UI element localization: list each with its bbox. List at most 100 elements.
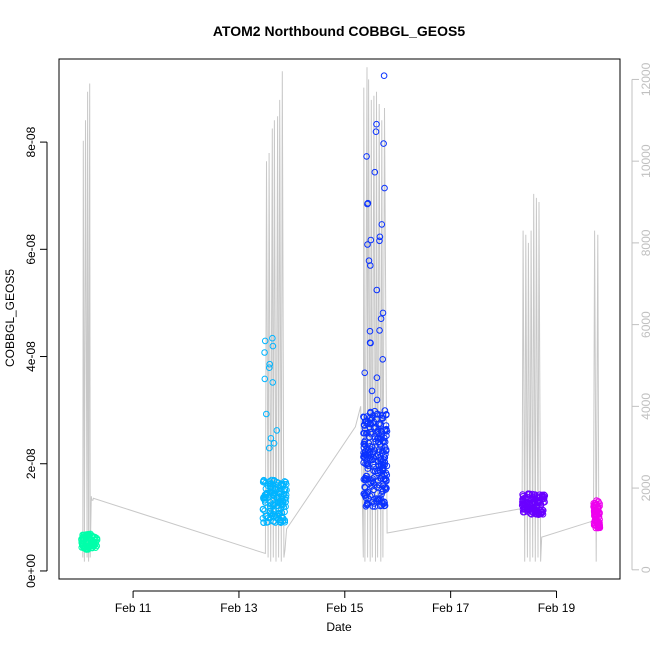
data-point — [364, 429, 371, 437]
axes-layer: Feb 11 Feb 13 Feb 15 Feb 17 Feb 19 0e+00 2e-08… — [24, 62, 650, 614]
data-point — [373, 411, 381, 418]
data-point — [281, 496, 289, 504]
y-tick-label: 6e-08 — [24, 234, 38, 265]
data-point — [380, 140, 387, 147]
data-point — [537, 510, 545, 518]
data-point — [259, 505, 267, 513]
data-point — [260, 519, 267, 526]
data-point — [92, 544, 99, 552]
data-point — [78, 541, 86, 548]
data-point — [382, 469, 390, 477]
data-point — [368, 499, 376, 506]
data-point — [79, 531, 86, 539]
data-point — [519, 497, 527, 505]
data-point — [523, 499, 530, 507]
data-point — [376, 327, 383, 334]
x-axis-label: Date — [326, 620, 352, 634]
data-point — [366, 327, 374, 335]
data-point — [364, 199, 372, 207]
data-point — [382, 484, 390, 491]
data-point — [533, 510, 540, 518]
data-point — [360, 444, 368, 451]
data-point — [267, 435, 275, 442]
data-point — [379, 309, 387, 317]
data-point — [533, 503, 540, 511]
series-group — [78, 530, 101, 553]
data-point — [266, 478, 274, 485]
y2-tick-label: 10000 — [639, 144, 650, 178]
data-point — [266, 360, 274, 368]
data-point — [360, 414, 368, 421]
data-point — [366, 443, 374, 450]
data-point — [371, 168, 379, 176]
data-point — [375, 458, 382, 466]
data-point — [280, 503, 288, 511]
y-axis-label: COBBGL_GEOS5 — [3, 269, 17, 367]
data-point — [275, 507, 282, 515]
data-point — [376, 434, 384, 442]
data-point — [363, 501, 371, 509]
data-point — [373, 286, 381, 294]
data-point — [262, 499, 269, 506]
data-point — [529, 494, 537, 502]
data-point — [376, 420, 384, 427]
data-point — [590, 500, 598, 507]
data-point — [541, 492, 549, 500]
points-layer — [78, 72, 604, 553]
data-point — [266, 444, 273, 452]
data-point — [261, 337, 269, 345]
data-point — [591, 512, 598, 520]
data-point — [366, 450, 373, 458]
data-point — [524, 490, 532, 498]
data-point — [277, 481, 284, 489]
y-tick-label: 2e-08 — [24, 448, 38, 479]
data-point — [363, 489, 370, 497]
data-point — [360, 459, 367, 467]
data-point — [375, 438, 383, 446]
series-group — [259, 334, 290, 527]
data-point — [281, 508, 288, 516]
data-point — [91, 533, 98, 541]
data-point — [367, 408, 374, 416]
data-point — [369, 478, 376, 486]
data-point — [270, 440, 278, 447]
plot-frame — [58, 58, 621, 580]
data-point — [276, 516, 284, 524]
y2-tick-label: 12000 — [639, 62, 650, 96]
data-point — [367, 236, 375, 244]
data-point — [375, 495, 383, 503]
data-point — [271, 508, 278, 516]
data-point — [381, 458, 389, 466]
data-point — [268, 501, 275, 508]
y2-tick-label: 0 — [639, 566, 650, 573]
data-point — [362, 417, 370, 425]
data-point — [367, 262, 374, 269]
data-point — [380, 72, 388, 79]
y2-tick-label: 8000 — [639, 229, 650, 256]
data-point — [521, 508, 528, 516]
data-point — [375, 421, 383, 428]
data-point — [383, 462, 391, 470]
data-point — [263, 489, 271, 497]
data-point — [269, 379, 277, 386]
data-point — [375, 454, 383, 462]
data-point — [593, 500, 601, 508]
data-point — [376, 233, 384, 241]
data-point — [363, 153, 370, 160]
data-point — [365, 257, 373, 265]
data-point — [266, 488, 274, 496]
data-point — [374, 469, 382, 477]
data-point — [267, 507, 274, 515]
data-point — [381, 184, 388, 192]
chart-title: ATOM2 Northbound COBBGL_GEOS5 — [213, 23, 465, 39]
data-point — [370, 467, 377, 475]
data-point — [375, 448, 383, 456]
y-tick-label: 0e+00 — [24, 554, 38, 588]
data-point — [378, 221, 386, 228]
data-point — [377, 315, 385, 323]
data-point — [379, 356, 387, 363]
y2-tick-label: 6000 — [639, 311, 650, 338]
data-point — [278, 501, 286, 509]
y-tick-label: 4e-08 — [24, 341, 38, 372]
